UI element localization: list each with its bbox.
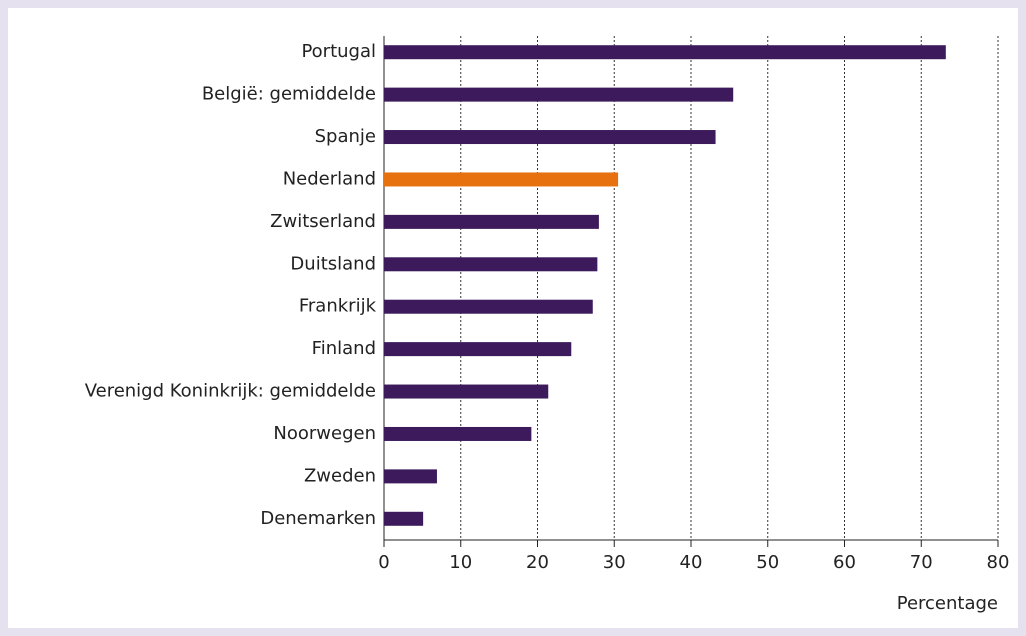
- bar: [384, 172, 619, 187]
- bar: [384, 384, 549, 399]
- x-tick-label: 60: [833, 552, 856, 573]
- bar: [384, 214, 599, 229]
- bar: [384, 469, 437, 484]
- y-tick-label: Portugal: [301, 41, 376, 62]
- x-tick-label: 70: [910, 552, 933, 573]
- y-tick-label: Zweden: [304, 465, 376, 486]
- x-tick-label: 50: [756, 552, 779, 573]
- bar: [384, 426, 532, 441]
- y-tick-label: Frankrijk: [299, 296, 377, 317]
- y-tick-label: Spanje: [315, 126, 376, 147]
- bar: [384, 257, 598, 272]
- bar: [384, 87, 734, 102]
- bar: [384, 130, 716, 145]
- x-tick-label: 80: [987, 552, 1010, 573]
- y-tick-label: Zwitserland: [270, 211, 376, 232]
- y-tick-label: Denemarken: [260, 508, 376, 529]
- bar: [384, 342, 572, 357]
- y-tick-label: Duitsland: [290, 253, 376, 274]
- bar: [384, 45, 946, 60]
- y-tick-label: Noorwegen: [273, 423, 376, 444]
- x-axis-label: Percentage: [897, 593, 998, 614]
- y-tick-label: België: gemiddelde: [202, 84, 376, 105]
- bar: [384, 511, 424, 526]
- x-tick-label: 20: [526, 552, 549, 573]
- x-tick-label: 30: [603, 552, 626, 573]
- x-tick-label: 40: [680, 552, 703, 573]
- y-tick-label: Finland: [312, 338, 376, 359]
- y-tick-label: Verenigd Koninkrijk: gemiddelde: [85, 381, 376, 402]
- panel: [8, 8, 1018, 628]
- y-tick-label: Nederland: [283, 168, 376, 189]
- bar: [384, 299, 593, 314]
- x-tick-label: 0: [378, 552, 389, 573]
- x-tick-label: 10: [449, 552, 472, 573]
